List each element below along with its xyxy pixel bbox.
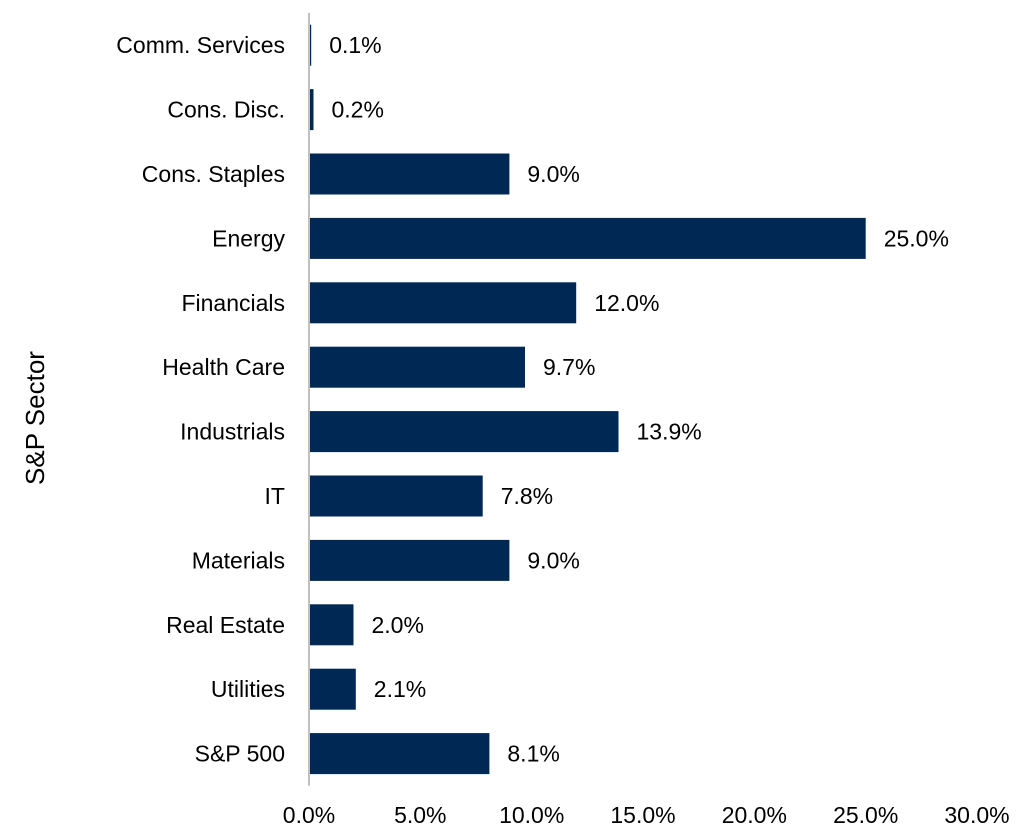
bar <box>309 89 314 131</box>
bar <box>309 539 510 581</box>
data-label: 9.7% <box>543 354 595 380</box>
data-label: 2.1% <box>374 676 426 702</box>
x-axis-ticks: 0.0% 5.0% 10.0% 15.0% 20.0% 25.0% 30.0% <box>283 802 1010 828</box>
category-label: Utilities <box>211 676 285 702</box>
bar <box>309 24 312 66</box>
category-label: S&P 500 <box>195 741 285 767</box>
bar <box>309 733 490 775</box>
data-label: 25.0% <box>884 225 949 251</box>
category-label: Comm. Services <box>116 32 285 58</box>
x-tick-label: 5.0% <box>394 802 446 828</box>
x-tick-label: 15.0% <box>610 802 675 828</box>
category-label: Financials <box>181 290 285 316</box>
y-axis-title: S&P Sector <box>20 351 50 485</box>
data-label: 12.0% <box>594 290 659 316</box>
data-label: 7.8% <box>501 483 553 509</box>
category-label: Cons. Staples <box>142 161 285 187</box>
data-label: 0.1% <box>329 32 381 58</box>
x-tick-label: 0.0% <box>283 802 335 828</box>
x-tick-label: 25.0% <box>833 802 898 828</box>
bar <box>309 153 510 195</box>
data-label: 13.9% <box>637 419 702 445</box>
bar <box>309 217 866 259</box>
category-label: Cons. Disc. <box>167 97 285 123</box>
x-tick-label: 20.0% <box>722 802 787 828</box>
category-label: IT <box>265 483 285 509</box>
bar <box>309 411 619 453</box>
value-labels: 0.1% 0.2% 9.0% 25.0% 12.0% 9.7% 13.9% 7.8% 9.0% 2… <box>329 32 949 766</box>
data-label: 8.1% <box>507 741 559 767</box>
category-label: Industrials <box>180 419 285 445</box>
category-label: Energy <box>212 225 285 251</box>
category-label: Real Estate <box>166 612 285 638</box>
category-label: Materials <box>192 547 285 573</box>
bar <box>309 668 356 710</box>
category-label: Health Care <box>162 354 285 380</box>
bar <box>309 475 483 517</box>
bar <box>309 604 354 646</box>
x-tick-label: 30.0% <box>944 802 1009 828</box>
bar <box>309 282 577 324</box>
data-label: 0.2% <box>332 97 384 123</box>
x-tick-label: 10.0% <box>499 802 564 828</box>
data-label: 9.0% <box>527 161 579 187</box>
bar <box>309 346 525 388</box>
data-label: 9.0% <box>527 547 579 573</box>
data-label: 2.0% <box>372 612 424 638</box>
category-labels: Comm. Services Cons. Disc. Cons. Staples En… <box>116 32 285 766</box>
bars <box>309 24 866 775</box>
